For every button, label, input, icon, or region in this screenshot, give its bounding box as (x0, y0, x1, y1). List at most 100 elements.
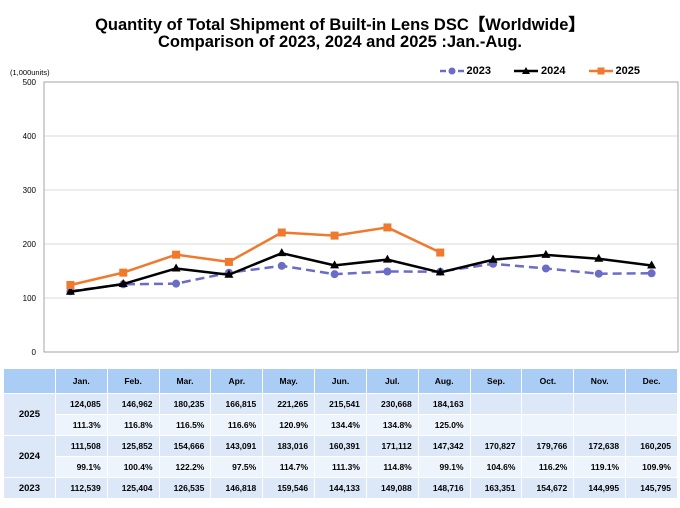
legend-item-2025: 2025 (588, 65, 640, 77)
y-tick-label: 100 (23, 294, 37, 303)
table-value-cell: 163,351 (469, 477, 523, 499)
data-point-2025 (224, 257, 233, 266)
legend-marker-circle-icon (439, 67, 464, 75)
legend-label-2023: 2023 (466, 65, 492, 77)
table-header-month: Jun. (314, 368, 367, 394)
table-header-month: Feb. (106, 368, 160, 394)
data-point-2025 (330, 231, 339, 240)
table-ratio-cell: 97.5% (210, 456, 264, 478)
data-point-2023 (594, 269, 603, 278)
table-value-cell: 170,827 (469, 435, 523, 457)
table-value-cell: 146,818 (210, 477, 264, 499)
legend-marker-triangle-icon (514, 67, 539, 74)
data-point-2025 (119, 268, 128, 277)
data-point-2024 (541, 249, 551, 258)
y-axis-label: (1,000units) (10, 68, 50, 77)
table-ratio-cell: 99.1% (417, 456, 471, 478)
table-ratio-cell: 125.0% (417, 414, 471, 436)
series-line-2025 (70, 226, 441, 287)
data-point-2023 (277, 261, 286, 270)
table-ratio-cell (469, 414, 523, 436)
table-row-2024-ratio: 99.1% 100.4% 122.2% 97.5% 114.7% 111.3% 114.8%… (4, 456, 678, 478)
table-header-month: Jul. (365, 368, 419, 394)
table-corner-cell (3, 368, 56, 394)
plot-area-border (43, 81, 679, 353)
table-ratio-cell: 114.8% (365, 456, 419, 478)
table-header-month: Sep. (469, 368, 523, 394)
table-value-cell: 124,085 (54, 393, 108, 415)
table-ratio-cell (573, 414, 627, 436)
table-ratio-cell: 116.5% (158, 414, 212, 436)
table-ratio-cell: 114.7% (262, 456, 316, 478)
table-value-cell: 112,539 (54, 477, 108, 499)
table-ratio-cell: 111.3% (314, 456, 367, 478)
table-value-cell: 125,404 (106, 477, 160, 499)
table-header-month: Mar. (158, 368, 212, 394)
line-chart: 0 100 200 300 400 500 (23, 78, 679, 357)
table-ratio-cell: 122.2% (158, 456, 212, 478)
table-ratio-cell: 134.8% (365, 414, 419, 436)
table-value-cell: 146,962 (106, 393, 160, 415)
table-ratio-cell: 116.2% (521, 456, 575, 478)
table-value-cell: 166,815 (210, 393, 264, 415)
table-value-cell (521, 393, 575, 415)
series-line-2023 (70, 262, 652, 293)
table-header-month: Oct. (521, 368, 575, 394)
table-year-cell: 2023 (3, 477, 56, 499)
table-value-cell: 125,852 (106, 435, 160, 457)
table-value-cell: 230,668 (365, 393, 419, 415)
table-value-cell: 172,638 (573, 435, 627, 457)
legend-item-2023: 2023 (439, 65, 491, 77)
table-value-cell: 215,541 (314, 393, 367, 415)
table-value-cell: 159,546 (262, 477, 316, 499)
legend-marker-square-icon (588, 67, 613, 75)
chart-title: Quantity of Total Shipment of Built-in L… (95, 16, 585, 34)
table-header-month: Apr. (210, 368, 264, 394)
y-tick-label: 400 (23, 132, 37, 141)
table-value-cell: 126,535 (158, 477, 212, 499)
table-value-cell: 145,795 (625, 477, 678, 499)
table-ratio-cell: 100.4% (106, 456, 160, 478)
data-point-2025 (172, 250, 181, 259)
table-value-cell: 147,342 (417, 435, 471, 457)
table-value-cell (469, 393, 523, 415)
data-point-2024 (65, 286, 75, 295)
data-point-2024 (330, 260, 340, 269)
y-tick-label: 0 (32, 348, 37, 357)
table-ratio-cell: 99.1% (54, 456, 108, 478)
data-point-2024 (118, 279, 128, 288)
table-year-cell: 2025 (3, 393, 56, 436)
table-ratio-cell: 104.6% (469, 456, 523, 478)
table-value-cell: 160,205 (625, 435, 678, 457)
series-line-2024 (70, 251, 652, 294)
y-tick-label: 500 (23, 78, 37, 87)
table-value-cell (625, 393, 678, 415)
data-point-2024 (594, 253, 604, 262)
table-ratio-cell (521, 414, 575, 436)
table-value-cell: 144,995 (573, 477, 627, 499)
data-point-2025 (66, 280, 75, 289)
table-value-cell: 221,265 (262, 393, 316, 415)
data-table: Jan. Feb. Mar. Apr. May. Jun. Jul. Aug. Sep. Oct.… (3, 368, 678, 499)
table-header-month: Dec. (625, 368, 678, 394)
table-row-2025: 2025 124,085 146,962 180,235 166,815 221,265 2… (3, 393, 678, 436)
table-header-month: Aug. (417, 368, 471, 394)
data-point-2024 (488, 254, 498, 263)
legend-label-2025: 2025 (615, 65, 640, 77)
table-value-cell: 183,016 (262, 435, 316, 457)
table-value-cell: 111,508 (54, 435, 108, 457)
table-ratio-cell: 111.3% (54, 414, 108, 436)
data-point-2025 (277, 228, 286, 237)
table-value-cell: 143,091 (210, 435, 264, 457)
data-point-2024 (647, 260, 657, 269)
table-ratio-cell: 116.6% (210, 414, 264, 436)
table-value-cell: 154,666 (158, 435, 212, 457)
table-value-cell: 148,716 (417, 477, 471, 499)
table-value-cell: 154,672 (521, 477, 575, 499)
table-ratio-cell: 116.8% (106, 414, 160, 436)
table-row-2025-ratio: 111.3% 116.8% 116.5% 116.6% 120.9% 134.4% 134.… (4, 414, 678, 436)
table-header-month: Jan. (54, 368, 108, 394)
table-header-month: Nov. (573, 368, 627, 394)
table-ratio-cell (625, 414, 678, 436)
data-point-2023 (541, 264, 550, 273)
